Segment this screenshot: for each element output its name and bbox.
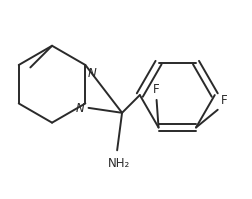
Text: N: N — [76, 102, 84, 115]
Text: NH₂: NH₂ — [108, 157, 130, 170]
Text: F: F — [220, 94, 226, 107]
Text: N: N — [87, 67, 96, 80]
Text: F: F — [153, 83, 159, 96]
